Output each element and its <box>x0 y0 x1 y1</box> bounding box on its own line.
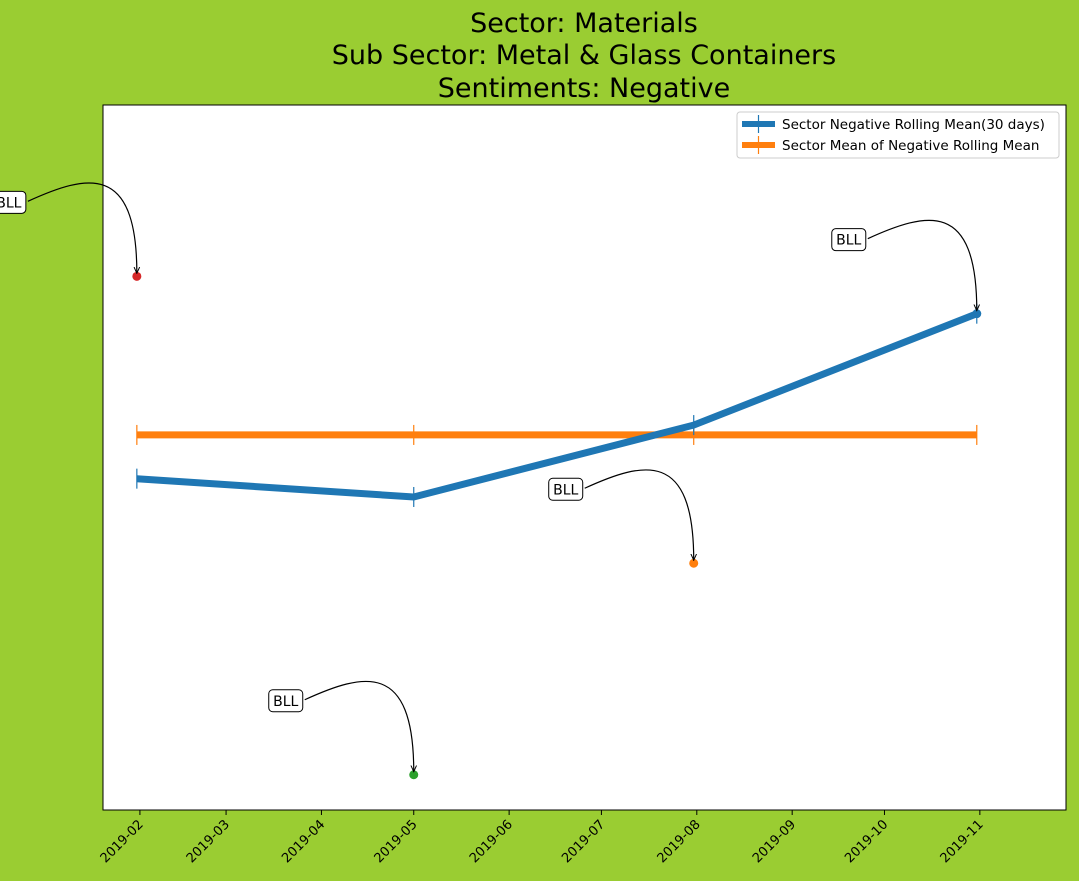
annotation-box-1 <box>268 689 304 713</box>
annotation-box-3 <box>831 228 867 252</box>
annotation-box-0 <box>0 190 27 214</box>
title-line-subsector: Sub Sector: Metal & Glass Containers <box>332 40 836 71</box>
annotation-arrow-3 <box>867 219 977 310</box>
x-tick-label-5: 2019-07 <box>559 817 608 866</box>
legend-label-1: Sector Mean of Negative Rolling Mean <box>782 138 1039 154</box>
annotation-label-0: BLL <box>0 195 22 211</box>
chart-legend: Sector Negative Rolling Mean(30 days) Sec… <box>736 111 1060 159</box>
title-line-sentiment: Sentiments: Negative <box>438 73 730 104</box>
scatter-point-2 <box>689 558 699 568</box>
x-tick-label-9: 2019-11 <box>938 817 987 866</box>
legend-frame <box>736 111 1060 159</box>
scatter-point-0 <box>132 271 142 281</box>
x-tick-label-7: 2019-09 <box>750 817 799 866</box>
x-tick-label-0: 2019-02 <box>98 817 147 866</box>
x-tick-label-8: 2019-10 <box>842 817 891 866</box>
x-axis: 2019-02 2019-03 2019-04 2019-05 2019-06 2019-… <box>98 810 987 866</box>
annotation-arrow-2 <box>584 469 694 560</box>
x-tick-label-4: 2019-06 <box>467 817 516 866</box>
annotation-box-2 <box>548 477 584 501</box>
annotation-label-3: BLL <box>836 233 861 249</box>
x-tick-label-2: 2019-04 <box>279 817 328 866</box>
plot-area <box>102 104 1067 811</box>
annotation-arrow-0 <box>27 182 137 273</box>
annotation-label-1: BLL <box>273 694 298 710</box>
scatter-point-3 <box>972 309 982 319</box>
chart-title: Sector: Materials Sub Sector: Metal & Gl… <box>332 8 836 104</box>
x-tick-label-6: 2019-08 <box>655 817 704 866</box>
chart-marks: BLL BLL BLL BLL <box>0 182 982 780</box>
x-tick-label-1: 2019-03 <box>184 817 233 866</box>
annotation-label-2: BLL <box>553 482 578 498</box>
legend-label-0: Sector Negative Rolling Mean(30 days) <box>782 117 1045 133</box>
x-tick-label-3: 2019-05 <box>372 817 421 866</box>
annotation-arrow-1 <box>304 680 414 771</box>
title-line-sector: Sector: Materials <box>470 8 698 39</box>
series-line-0 <box>136 310 979 501</box>
scatter-point-1 <box>409 770 419 780</box>
